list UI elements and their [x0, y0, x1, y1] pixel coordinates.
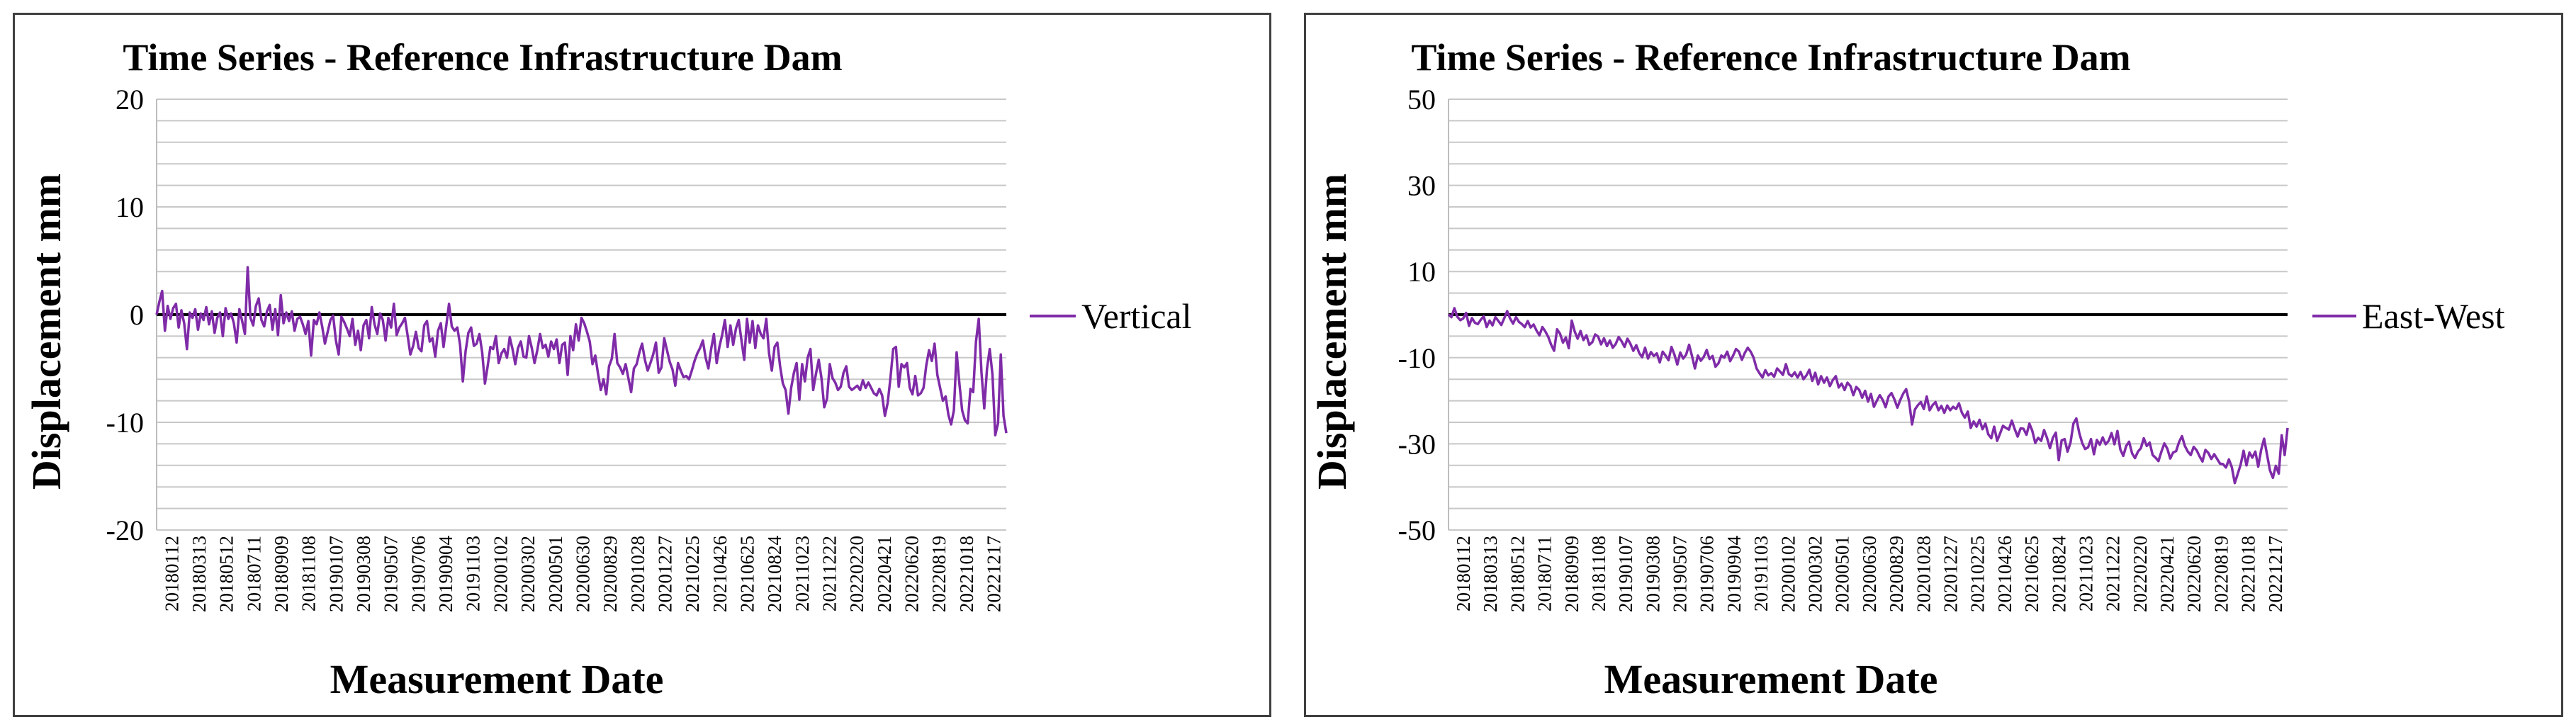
x-tick-label: 20190308 — [1642, 536, 1663, 612]
y-tick-label: -50 — [1398, 514, 1436, 546]
y-tick-label: 0 — [130, 299, 144, 331]
x-tick-label: 20190507 — [1670, 536, 1691, 612]
x-tick-label: 20180711 — [1534, 536, 1556, 612]
series-line-vertical — [155, 266, 1008, 436]
x-tick-label: 20190904 — [435, 536, 456, 613]
y-axis: 50 30 10 -10 -30 -50 — [1398, 84, 1449, 546]
x-tick-label: 20190308 — [353, 536, 374, 612]
x-tick-label: 20211023 — [792, 536, 813, 612]
x-tick-label: 20201028 — [627, 536, 648, 612]
x-axis-label: Measurement Date — [330, 656, 664, 702]
x-tick-label: 20200630 — [572, 536, 593, 612]
x-tick-label: 20220421 — [874, 536, 895, 612]
x-tick-label: 20210625 — [2021, 536, 2042, 612]
x-tick-label: 20200829 — [600, 536, 621, 612]
x-tick-label: 20180909 — [271, 536, 292, 612]
x-tick-label: 20221018 — [956, 536, 977, 612]
chart-east-west: 50 30 10 -10 -30 -50 20180112 20180313 20180512… — [1309, 36, 2505, 702]
y-tick-label: -20 — [106, 514, 144, 546]
x-tick-label: 20201227 — [1940, 536, 1961, 612]
x-tick-label: 20210225 — [682, 536, 703, 612]
series — [1447, 307, 2289, 485]
x-tick-label: 20200302 — [1805, 536, 1826, 612]
x-tick-label: 20180512 — [1507, 536, 1528, 612]
x-tick-label: 20190904 — [1723, 536, 1745, 613]
x-tick-label: 20180512 — [216, 536, 237, 612]
x-tick-label: 20200102 — [1777, 536, 1799, 612]
x-tick-label: 20220620 — [2183, 536, 2205, 612]
x-axis-label: Measurement Date — [1604, 656, 1938, 702]
x-tick-label: 20210824 — [764, 536, 785, 613]
x-tick-label: 20221217 — [984, 536, 1005, 612]
y-tick-label: 50 — [1407, 84, 1436, 115]
x-tick-label: 20180711 — [243, 536, 264, 612]
chart-title: Time Series - Reference Infrastructure D… — [1411, 36, 2130, 79]
y-tick-label: 10 — [1407, 256, 1436, 288]
x-tick-label: 20181108 — [1588, 536, 1609, 612]
series — [155, 266, 1008, 436]
x-tick-label: 20190706 — [407, 536, 429, 612]
x-tick-label: 20191103 — [1750, 536, 1772, 612]
chart-panel-vertical: 20 10 0 -10 -20 20180112 20180313 20180512 2018… — [13, 13, 1271, 717]
x-tick-label: 20180112 — [161, 536, 182, 612]
x-tick-label: 20200302 — [517, 536, 539, 612]
x-axis: 20180112 20180313 20180512 20180711 20180909… — [1453, 536, 2286, 613]
x-tick-label: 20211023 — [2075, 536, 2096, 612]
x-tick-label: 20180909 — [1561, 536, 1582, 612]
x-tick-label: 20211222 — [819, 536, 840, 612]
legend-label: East-West — [2362, 296, 2505, 336]
x-tick-label: 20200501 — [545, 536, 566, 612]
x-tick-label: 20191103 — [463, 536, 484, 612]
y-axis: 20 10 0 -10 -20 — [106, 84, 157, 546]
y-tick-label: 20 — [116, 84, 144, 115]
x-tick-label: 20210426 — [709, 536, 731, 612]
x-tick-label: 20210426 — [1994, 536, 2015, 612]
x-tick-label: 20180112 — [1453, 536, 1474, 612]
x-tick-label: 20190706 — [1697, 536, 1718, 612]
x-tick-label: 20211222 — [2103, 536, 2124, 612]
x-tick-label: 20201028 — [1913, 536, 1934, 612]
x-tick-label: 20201227 — [654, 536, 675, 612]
x-tick-label: 20190107 — [325, 536, 347, 612]
x-tick-label: 20190107 — [1615, 536, 1636, 612]
x-tick-label: 20221217 — [2265, 536, 2286, 612]
y-tick-label: -10 — [1398, 342, 1436, 374]
x-tick-label: 20180313 — [1480, 536, 1501, 612]
x-tick-label: 20220220 — [2130, 536, 2151, 612]
x-tick-label: 20220819 — [2210, 536, 2232, 612]
x-tick-label: 20220620 — [901, 536, 923, 612]
series-line-east-west — [1447, 307, 2289, 485]
chart-title: Time Series - Reference Infrastructure D… — [123, 36, 842, 79]
x-tick-label: 20190507 — [381, 536, 402, 612]
x-tick-label: 20200829 — [1886, 536, 1907, 612]
x-tick-label: 20181108 — [298, 536, 320, 612]
x-tick-label: 20220421 — [2156, 536, 2178, 612]
x-tick-label: 20221018 — [2238, 536, 2259, 612]
x-axis: 20180112 20180313 20180512 20180711 20180909… — [161, 536, 1004, 613]
y-tick-label: 10 — [116, 191, 144, 223]
y-tick-label: -10 — [106, 407, 144, 439]
y-axis-label: Displacement mm — [1309, 174, 1355, 490]
x-tick-label: 20210625 — [736, 536, 758, 612]
x-tick-label: 20200630 — [1859, 536, 1880, 612]
y-axis-label: Displacement mm — [23, 174, 69, 490]
y-tick-label: -30 — [1398, 428, 1436, 460]
x-tick-label: 20220220 — [846, 536, 867, 612]
x-tick-label: 20200501 — [1832, 536, 1853, 612]
chart-panel-east-west: 50 30 10 -10 -30 -50 20180112 20180313 20180512… — [1304, 13, 2563, 717]
x-tick-label: 20200102 — [490, 536, 511, 612]
x-tick-label: 20220819 — [928, 536, 950, 612]
x-tick-label: 20180313 — [189, 536, 210, 612]
x-tick-label: 20210824 — [2048, 536, 2069, 613]
gridlines — [1449, 98, 2288, 531]
y-tick-label: 30 — [1407, 170, 1436, 202]
legend-label: Vertical — [1081, 296, 1191, 336]
x-tick-label: 20210225 — [1967, 536, 1989, 612]
